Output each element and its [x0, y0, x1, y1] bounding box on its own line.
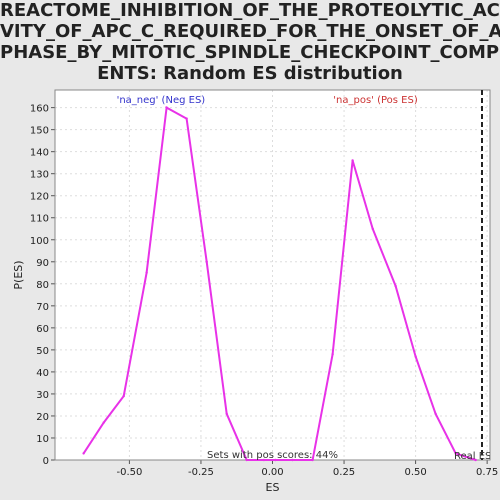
title-line-1: REACTOME_INHIBITION_OF_THE_PROTEOLYTIC_A… [0, 0, 500, 21]
y-tick-label: 110 [30, 214, 49, 225]
data-point [291, 458, 294, 462]
y-tick-label: 80 [36, 280, 49, 291]
data-point [394, 284, 397, 288]
series-layer [82, 106, 477, 462]
x-tick-label: 0.00 [261, 467, 283, 478]
data-point [102, 421, 105, 424]
x-tick-label: -0.25 [188, 467, 214, 478]
data-point [122, 394, 125, 398]
x-tick-label: 0.75 [476, 467, 498, 478]
title-line-4: ENTS: Random ES distribution [97, 63, 403, 84]
y-tick-label: 90 [36, 258, 49, 269]
y-tick-label: 0 [43, 456, 49, 467]
y-tick-label: 130 [30, 170, 49, 181]
title-line-2: VITY_OF_APC_C_REQUIRED_FOR_THE_ONSET_OF_… [0, 21, 500, 42]
y-tick-label: 30 [36, 390, 49, 401]
y-tick-label: 120 [30, 192, 49, 203]
data-point [351, 159, 354, 162]
data-point [165, 106, 168, 109]
y-tick-label: 10 [36, 434, 49, 445]
y-tick-label: 60 [36, 324, 49, 335]
title-line-3: PHASE_BY_MITOTIC_SPINDLE_CHECKPOINT_COMP… [0, 42, 500, 63]
data-point [185, 117, 188, 120]
y-tick-label: 70 [36, 302, 49, 313]
data-point [245, 458, 248, 462]
y-tick-label: 50 [36, 346, 49, 357]
data-point [145, 271, 148, 274]
data-point [414, 355, 417, 358]
y-axis-label: P(ES) [12, 260, 25, 289]
data-point [225, 412, 228, 415]
data-point [331, 353, 334, 356]
x-tick-label: 0.25 [333, 467, 355, 478]
data-point [262, 458, 266, 462]
y-tick-label: 140 [30, 148, 49, 159]
x-tick-label: 0.50 [404, 467, 426, 478]
axes: 0 10 20 30 40 50 60 70 80 90 100 110 120 130 140 150 160… [30, 89, 498, 478]
chart-title: REACTOME_INHIBITION_OF_THE_PROTEOLYTIC_A… [0, 0, 500, 84]
neg-es-label: 'na_neg' (Neg ES) [117, 95, 206, 106]
y-tick-label: 160 [30, 104, 49, 115]
y-tick-label: 150 [30, 126, 49, 137]
labels-layer: ES P(ES) 'na_neg' (Neg ES) 'na_pos' (Pos ES… [12, 90, 500, 494]
y-tick-label: 40 [36, 368, 49, 379]
data-point [205, 260, 208, 263]
data-point [474, 458, 477, 462]
y-tick-label: 20 [36, 412, 49, 423]
data-point [274, 458, 277, 462]
data-point [311, 458, 314, 462]
data-point [371, 227, 374, 230]
x-tick-label: -0.50 [116, 467, 142, 478]
data-point [82, 452, 85, 455]
y-tick-label: 100 [30, 236, 49, 247]
data-point [434, 412, 437, 415]
real-es-label: Real ES 0.76 [454, 451, 500, 462]
x-axis-label: ES [266, 481, 280, 494]
grid [55, 90, 490, 461]
data-point [454, 452, 457, 455]
pos-es-label: 'na_pos' (Pos ES) [333, 95, 418, 106]
pos-scores-text: Sets with pos scores: 44% [207, 450, 338, 461]
